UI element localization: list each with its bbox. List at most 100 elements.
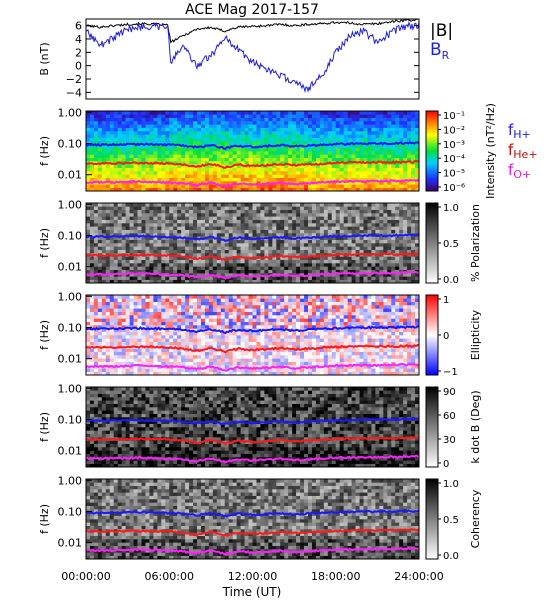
spectrogram-cell [363, 256, 368, 260]
spectrogram-cell [193, 266, 198, 270]
spectrogram-cell [331, 187, 337, 192]
spectrogram-cell [272, 157, 277, 162]
spectrogram-cell [181, 338, 186, 342]
spectrogram-cell [113, 325, 119, 329]
spectrogram-cell [97, 206, 103, 210]
spectrogram-cell [347, 206, 352, 210]
spectrogram-cell [173, 263, 178, 267]
spectrogram-cell [343, 233, 348, 237]
spectrogram-cell [296, 209, 301, 214]
spectrogram-cell [177, 266, 182, 270]
spectrogram-cell [86, 308, 91, 312]
spectrogram-cell [93, 305, 99, 309]
spectrogram-cell [109, 256, 115, 260]
spectrogram-cell [276, 114, 281, 118]
spectrogram-cell [355, 236, 360, 240]
spectrogram-cell [89, 209, 95, 214]
spectrogram-cell [403, 151, 408, 155]
spectrogram-cell [379, 144, 384, 148]
spectrogram-cell [415, 273, 420, 277]
spectrogram-cell [153, 114, 158, 118]
spectrogram-cell [208, 371, 214, 376]
spectrogram-cell [145, 308, 150, 312]
spectrogram-cell [228, 181, 233, 185]
spectrogram-cell [248, 181, 253, 185]
spectrogram-cell [89, 276, 95, 280]
spectrogram-cell [129, 331, 134, 336]
spectrogram-cell [363, 226, 368, 230]
spectrogram-cell [268, 206, 273, 210]
spectrogram-cell [343, 127, 348, 132]
spectrogram-cell [109, 223, 115, 227]
spectrogram-cell [351, 219, 356, 224]
spectrogram-cell [288, 174, 293, 178]
spectrogram-cell [93, 371, 99, 376]
spectrogram-cell [288, 127, 293, 132]
spectrogram-cell [292, 157, 297, 162]
spectrogram-cell [181, 321, 186, 326]
spectrogram-cell [125, 239, 130, 244]
spectrogram-cell [125, 177, 130, 182]
spectrogram-cell [208, 121, 214, 125]
spectrogram-cell [331, 157, 337, 162]
spectrogram-cell [292, 121, 297, 125]
spectrogram-cell [411, 239, 416, 244]
spectrogram-cell [300, 249, 305, 254]
spectrogram-cell [86, 318, 91, 322]
spectrogram-cell [113, 209, 119, 214]
spectrogram-cell [280, 263, 285, 267]
spectrogram-cell [149, 111, 154, 115]
spectrogram-cell [327, 279, 333, 284]
spectrogram-cell [272, 161, 277, 165]
spectrogram-cell [367, 131, 372, 135]
spectrogram-cell [304, 249, 309, 254]
spectrogram-cell [367, 127, 372, 132]
spectrogram-cell [383, 177, 388, 182]
spectrogram-cell [177, 239, 182, 244]
spectrogram-cell [169, 266, 174, 270]
spectrogram-cell [181, 358, 186, 362]
spectrogram-cell [240, 213, 245, 217]
spectrogram-cell [177, 203, 182, 207]
spectrogram-cell [284, 167, 289, 172]
x-tick-label: 18:00:00 [311, 570, 360, 583]
spectrogram-cell [109, 216, 115, 220]
spectrogram-cell [181, 124, 186, 128]
spectrogram-cell [97, 147, 103, 152]
spectrogram-cell [220, 269, 226, 274]
spectrogram-cell [173, 167, 178, 172]
spectrogram-cell [399, 124, 404, 128]
spectrogram-cell [236, 131, 241, 135]
spectrogram-cell [311, 213, 317, 217]
spectrogram-cell [355, 223, 360, 227]
spectrogram-cell [272, 187, 277, 192]
spectrogram-cell [125, 276, 130, 280]
spectrogram-cell [101, 216, 107, 220]
spectrogram-cell [149, 331, 154, 336]
spectrogram-cell [97, 216, 103, 220]
spectrogram-cell [177, 124, 182, 128]
spectrogram-cell [407, 164, 412, 168]
spectrogram-cell [137, 219, 142, 224]
spectrogram-cell [383, 256, 388, 260]
spectrogram-cell [276, 121, 281, 125]
spectrogram-cell [113, 147, 119, 152]
spectrogram-cell [189, 301, 194, 306]
spectrogram-cell [177, 321, 182, 326]
spectrogram-cell [220, 177, 226, 182]
spectrogram-cell [86, 246, 91, 250]
spectrogram-cell [153, 325, 158, 329]
spectrogram-cell [224, 206, 230, 210]
spectrogram-cell [399, 223, 404, 227]
spectrogram-cell [86, 114, 91, 118]
spectrogram-cell [327, 269, 333, 274]
spectrogram-cell [197, 315, 202, 319]
spectrogram-cell [161, 256, 166, 260]
spectrogram-cell [113, 226, 119, 230]
spectrogram-cell [339, 144, 344, 148]
spectrogram-cell [248, 263, 253, 267]
spectrogram-cell [315, 184, 321, 188]
spectrogram-cell [375, 131, 380, 135]
spectrogram-cell [367, 151, 372, 155]
spectrogram-cell [224, 331, 230, 336]
